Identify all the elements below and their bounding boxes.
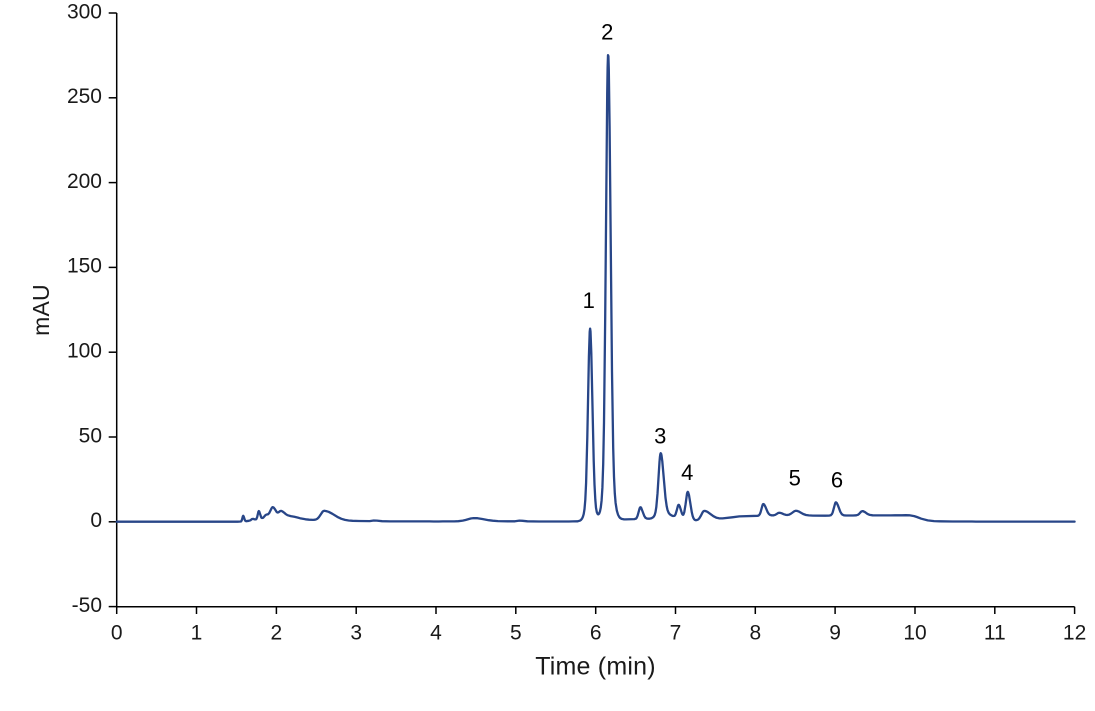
svg-text:12: 12 — [1063, 622, 1086, 645]
svg-text:100: 100 — [67, 340, 102, 363]
svg-text:5: 5 — [789, 466, 801, 491]
svg-text:11: 11 — [984, 622, 1006, 645]
svg-text:3: 3 — [654, 424, 666, 449]
svg-text:1: 1 — [191, 622, 203, 645]
svg-text:1: 1 — [583, 288, 595, 313]
svg-text:200: 200 — [67, 170, 102, 193]
svg-text:8: 8 — [749, 622, 761, 645]
svg-text:2: 2 — [271, 622, 283, 645]
svg-text:7: 7 — [670, 622, 682, 645]
svg-text:150: 150 — [67, 255, 102, 278]
svg-text:9: 9 — [829, 622, 841, 645]
svg-text:50: 50 — [79, 424, 102, 447]
svg-text:2: 2 — [601, 20, 613, 45]
svg-text:6: 6 — [590, 622, 602, 645]
svg-text:mAU: mAU — [28, 284, 54, 336]
svg-text:Time (min): Time (min) — [535, 653, 656, 681]
svg-text:4: 4 — [430, 622, 442, 645]
svg-text:10: 10 — [903, 622, 926, 645]
svg-text:6: 6 — [831, 468, 843, 493]
svg-text:0: 0 — [111, 622, 123, 645]
svg-text:250: 250 — [67, 85, 102, 108]
svg-text:-50: -50 — [72, 594, 102, 617]
svg-text:0: 0 — [90, 509, 102, 532]
svg-text:4: 4 — [681, 460, 693, 485]
svg-text:300: 300 — [67, 0, 102, 23]
svg-text:3: 3 — [350, 622, 362, 645]
svg-text:5: 5 — [510, 622, 522, 645]
